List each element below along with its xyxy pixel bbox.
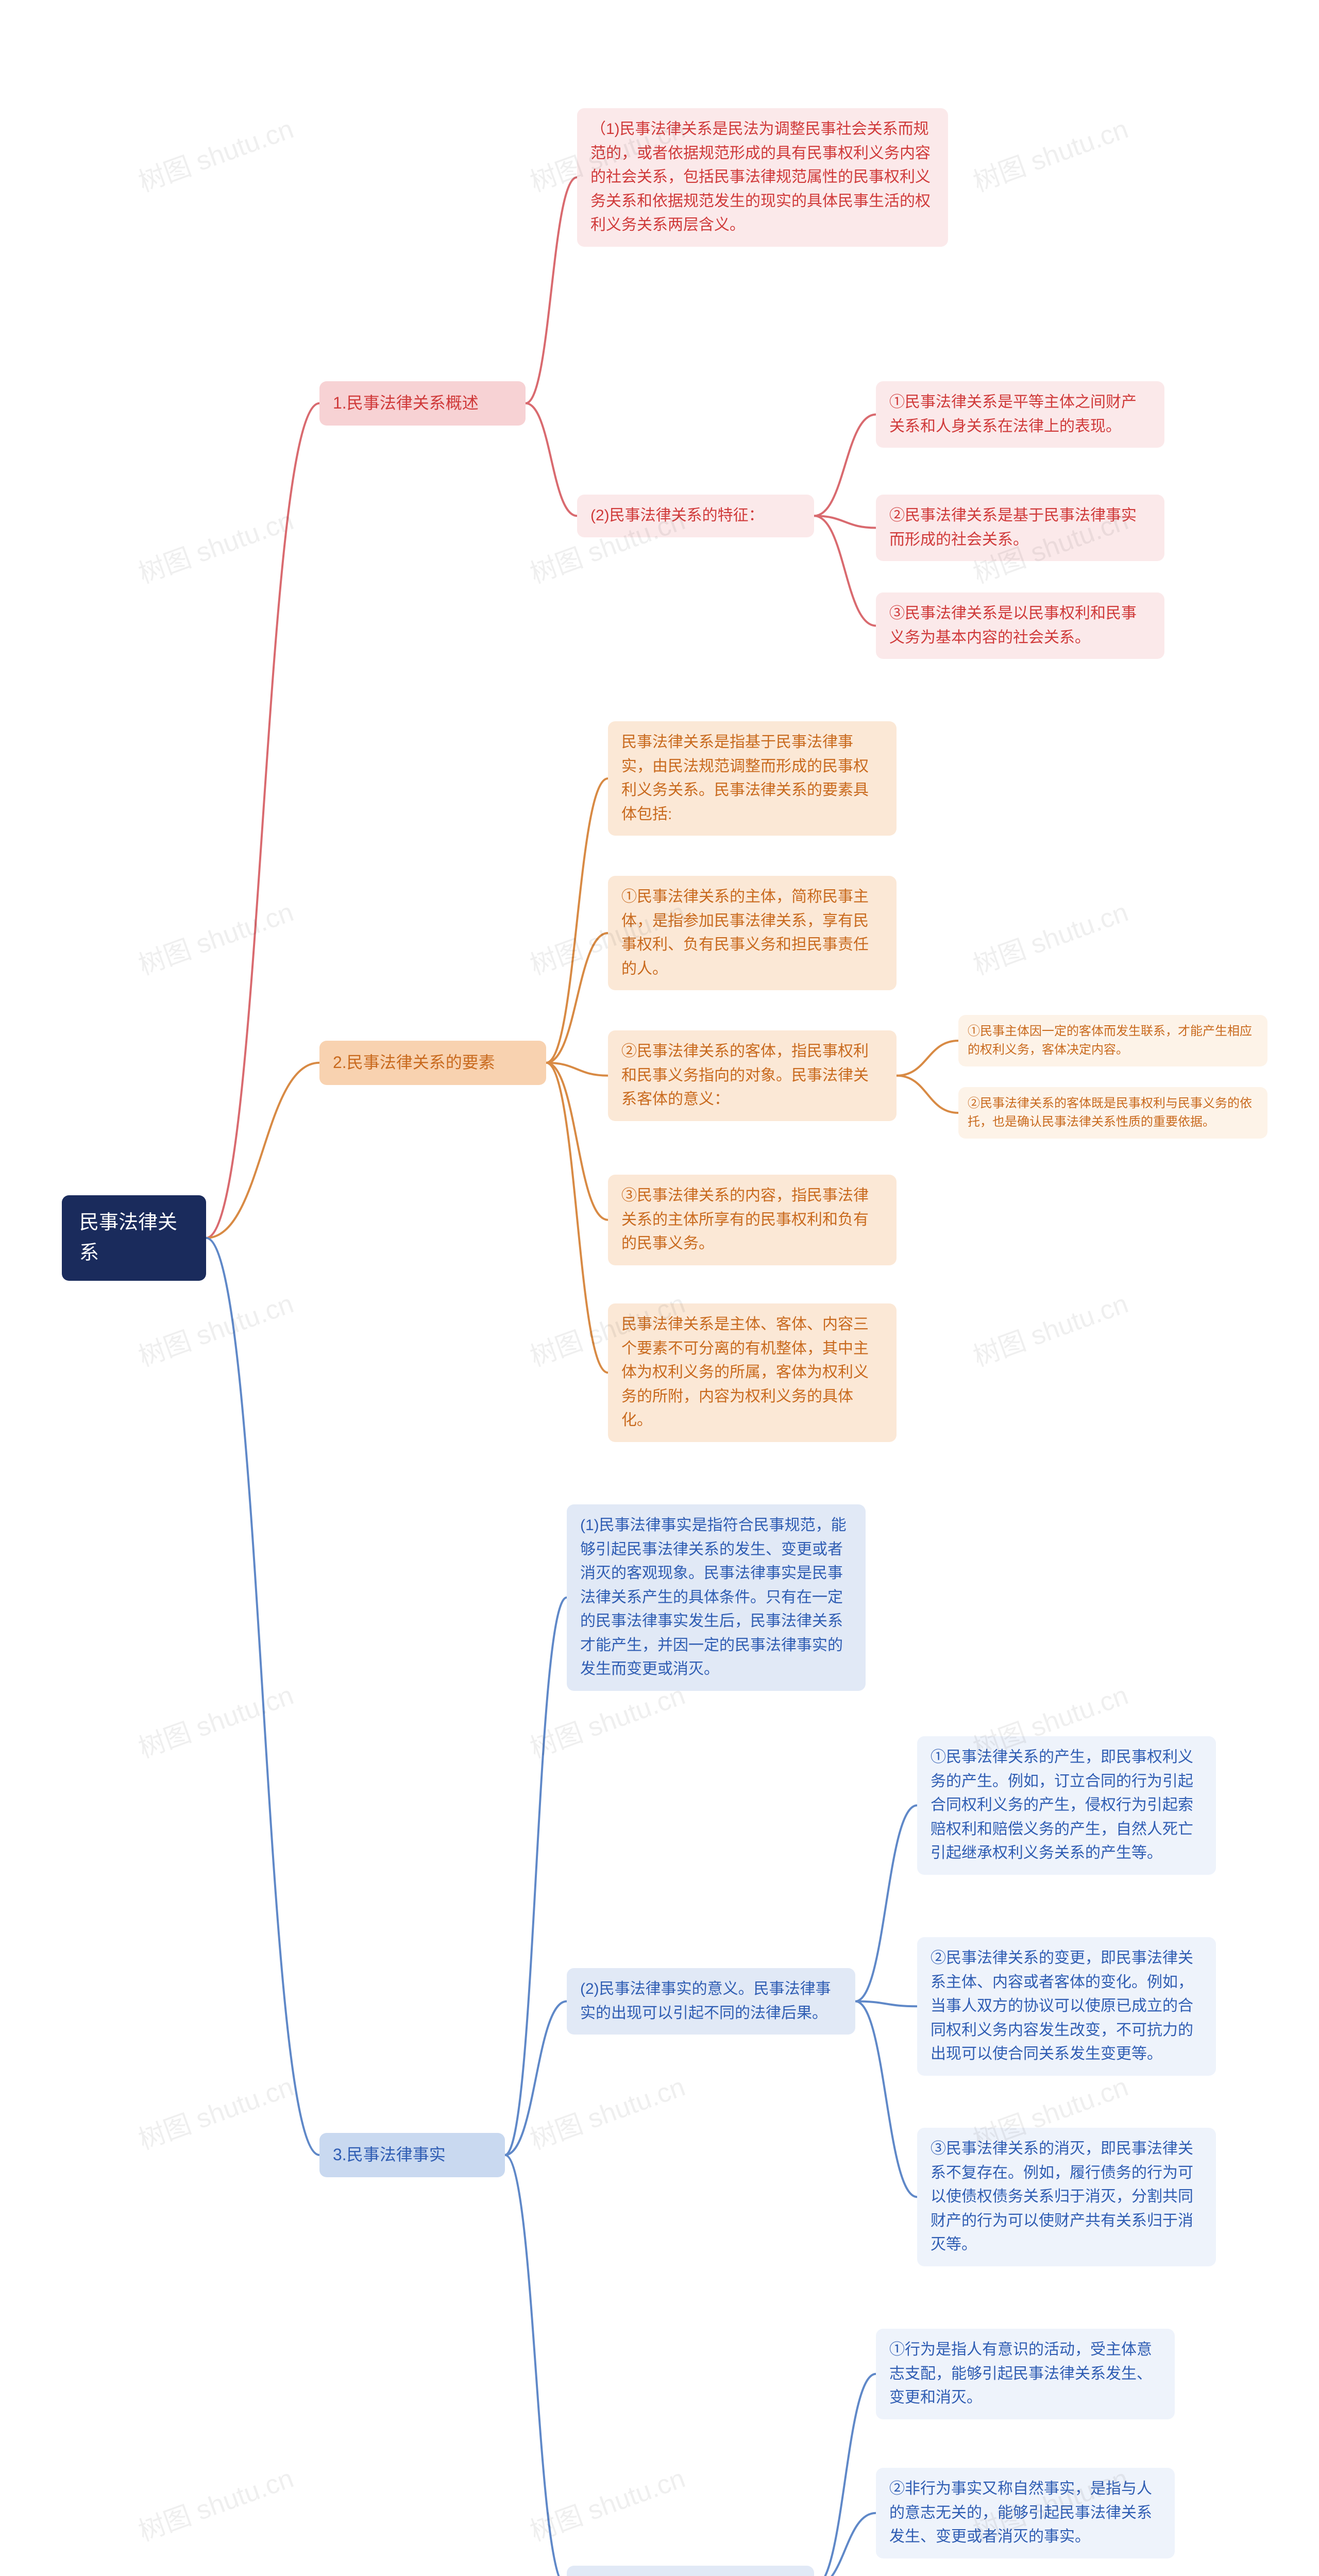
branch-1-child-2c: ③民事法律关系是以民事权利和民事义务为基本内容的社会关系。 — [876, 592, 1164, 659]
branch-3-label: 3.民事法律事实 — [333, 2145, 446, 2164]
branch-2-child-2: ①民事法律关系的主体，简称民事主体，是指参加民事法律关系，享有民事权利、负有民事… — [608, 876, 897, 990]
root-node: 民事法律关系 — [62, 1195, 206, 1281]
branch-1: 1.民事法律关系概述 — [319, 381, 526, 426]
watermark: 树图 shutu.cn — [132, 499, 298, 590]
watermark: 树图 shutu.cn — [132, 890, 298, 982]
watermark: 树图 shutu.cn — [967, 107, 1133, 199]
branch-3-child-3: (3)民事法律事实的类型： — [567, 2566, 814, 2576]
watermark: 树图 shutu.cn — [132, 1673, 298, 1765]
watermark: 树图 shutu.cn — [967, 1282, 1133, 1374]
watermark: 树图 shutu.cn — [132, 2065, 298, 2157]
branch-3-child-1: (1)民事法律事实是指符合民事规范，能够引起民事法律关系的发生、变更或者消灭的客… — [567, 1504, 866, 1691]
watermark: 树图 shutu.cn — [132, 2456, 298, 2548]
branch-3-child-3b: ②非行为事实又称自然事实，是指与人的意志无关的，能够引起民事法律关系发生、变更或… — [876, 2468, 1175, 2558]
branch-1-child-1: （1)民事法律关系是民法为调整民事社会关系而规范的，或者依据规范形成的具有民事权… — [577, 108, 948, 247]
branch-2-child-3: ②民事法律关系的客体，指民事权利和民事义务指向的对象。民事法律关系客体的意义： — [608, 1030, 897, 1121]
branch-1-child-2: (2)民事法律关系的特征： — [577, 495, 814, 537]
watermark: 树图 shutu.cn — [524, 2065, 690, 2157]
branch-2-child-1: 民事法律关系是指基于民事法律事实，由民法规范调整而形成的民事权利义务关系。民事法… — [608, 721, 897, 836]
branch-3-child-2b: ②民事法律关系的变更，即民事法律关系主体、内容或者客体的变化。例如，当事人双方的… — [917, 1937, 1216, 2076]
branch-2-child-5: 民事法律关系是主体、客体、内容三个要素不可分离的有机整体，其中主体为权利义务的所… — [608, 1303, 897, 1442]
branch-1-child-2a: ①民事法律关系是平等主体之间财产关系和人身关系在法律上的表现。 — [876, 381, 1164, 448]
branch-2-child-4: ③民事法律关系的内容，指民事法律关系的主体所享有的民事权利和负有的民事义务。 — [608, 1175, 897, 1265]
watermark: 树图 shutu.cn — [967, 890, 1133, 982]
watermark: 树图 shutu.cn — [132, 1282, 298, 1374]
branch-3-child-2: (2)民事法律事实的意义。民事法律事实的出现可以引起不同的法律后果。 — [567, 1968, 855, 2035]
watermark: 树图 shutu.cn — [524, 2456, 690, 2548]
branch-1-label: 1.民事法律关系概述 — [333, 394, 479, 412]
branch-3-child-2c: ③民事法律关系的消灭，即民事法律关系不复存在。例如，履行债务的行为可以使债权债务… — [917, 2128, 1216, 2266]
watermark: 树图 shutu.cn — [132, 107, 298, 199]
branch-2-label: 2.民事法律关系的要素 — [333, 1053, 495, 1072]
branch-3: 3.民事法律事实 — [319, 2133, 505, 2177]
root-label: 民事法律关系 — [79, 1212, 177, 1264]
branch-1-child-2b: ②民事法律关系是基于民事法律事实而形成的社会关系。 — [876, 495, 1164, 561]
branch-3-child-2a: ①民事法律关系的产生，即民事权利义务的产生。例如，订立合同的行为引起合同权利义务… — [917, 1736, 1216, 1875]
branch-2-child-3a: ①民事主体因一定的客体而发生联系，才能产生相应的权利义务，客体决定内容。 — [958, 1015, 1267, 1066]
branch-2: 2.民事法律关系的要素 — [319, 1041, 546, 1085]
branch-2-child-3b: ②民事法律关系的客体既是民事权利与民事义务的依托，也是确认民事法律关系性质的重要… — [958, 1087, 1267, 1139]
branch-3-child-3a: ①行为是指人有意识的活动，受主体意志支配，能够引起民事法律关系发生、变更和消灭。 — [876, 2329, 1175, 2419]
